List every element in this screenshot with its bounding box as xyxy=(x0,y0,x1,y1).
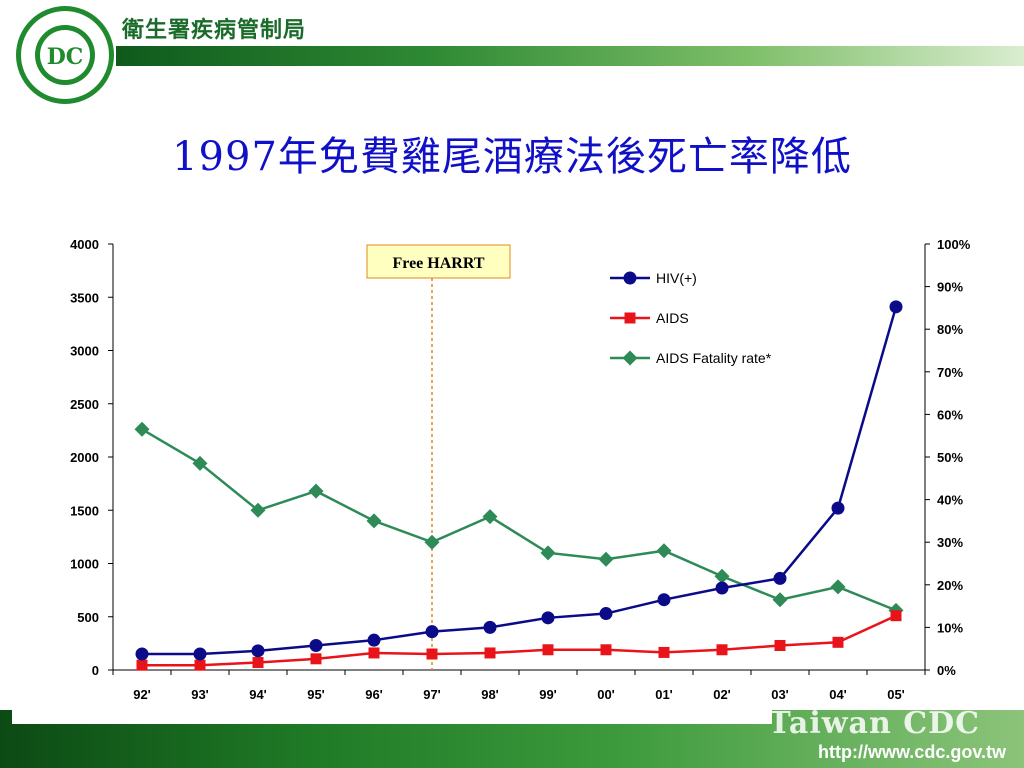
series-line-aids xyxy=(142,614,897,667)
data-point-hiv xyxy=(425,625,439,639)
data-point-aids xyxy=(832,636,844,648)
data-point-aids-fatality-rate xyxy=(308,483,324,499)
org-name: 衛生署疾病管制局 xyxy=(122,18,307,43)
y-tick-label-left: 2000 xyxy=(70,450,99,465)
x-tick-label: 04' xyxy=(829,687,847,702)
data-point-aids xyxy=(716,644,728,656)
legend-marker-aids xyxy=(624,312,636,324)
data-point-aids xyxy=(252,657,264,669)
x-tick-label: 00' xyxy=(597,687,615,702)
data-point-aids xyxy=(600,644,612,656)
footer-divider xyxy=(12,700,772,724)
y-tick-label-right: 70% xyxy=(937,365,963,380)
data-point-hiv xyxy=(773,571,787,585)
legend-label: AIDS Fatality rate* xyxy=(656,350,772,366)
x-tick-label: 99' xyxy=(539,687,557,702)
y-tick-label-right: 30% xyxy=(937,535,963,550)
x-tick-label: 98' xyxy=(481,687,499,702)
logo-monogram: DC xyxy=(47,44,84,70)
data-point-aids xyxy=(774,640,786,652)
y-tick-label-right: 20% xyxy=(937,578,963,593)
data-point-aids-fatality-rate xyxy=(192,455,208,471)
x-tick-label: 05' xyxy=(887,687,905,702)
y-tick-label-right: 60% xyxy=(937,407,963,422)
y-tick-label-left: 4000 xyxy=(70,237,99,252)
chart: 0 500 1000 1500 2000 2500 3000 3500 4000 0% 10% 20%… xyxy=(70,237,971,702)
y-tick-label-left: 3500 xyxy=(70,290,99,305)
y-tick-label-right: 40% xyxy=(937,493,963,508)
y-tick-label-right: 10% xyxy=(937,620,963,635)
series-line-aids-fatality-rate xyxy=(141,428,897,612)
x-tick-label: 01' xyxy=(655,687,673,702)
data-point-aids xyxy=(310,653,322,665)
y-tick-label-left: 500 xyxy=(77,610,99,625)
y-tick-label-left: 0 xyxy=(92,663,99,678)
data-point-hiv xyxy=(541,611,555,625)
annotation-label: Free HARRT xyxy=(392,255,484,272)
data-point-hiv xyxy=(251,644,265,658)
x-tick-label: 03' xyxy=(771,687,789,702)
data-point-aids xyxy=(542,644,554,656)
data-point-hiv xyxy=(309,639,323,653)
data-point-aids xyxy=(136,659,148,671)
data-point-aids xyxy=(426,648,438,660)
data-point-hiv xyxy=(599,607,613,621)
data-point-aids xyxy=(368,647,380,659)
y-tick-label-left: 1000 xyxy=(70,557,99,572)
x-tick-label: 93' xyxy=(191,687,209,702)
footer-url[interactable]: http://www.cdc.gov.tw xyxy=(818,742,1006,762)
y-tick-label-right: 100% xyxy=(937,237,971,252)
data-point-aids-fatality-rate xyxy=(482,509,498,525)
data-point-aids-fatality-rate xyxy=(714,568,730,584)
y-tick-label-left: 3000 xyxy=(70,344,99,359)
legend-marker-hiv xyxy=(623,271,637,285)
data-point-hiv xyxy=(135,647,149,661)
cdc-logo: Center for Disease Control DC xyxy=(16,6,114,104)
data-point-hiv xyxy=(367,633,381,647)
data-point-hiv xyxy=(483,620,497,634)
data-point-aids-fatality-rate xyxy=(366,513,382,529)
data-point-aids-fatality-rate xyxy=(424,534,440,550)
data-point-hiv xyxy=(715,581,729,595)
data-point-aids-fatality-rate xyxy=(540,545,556,561)
data-point-aids xyxy=(194,659,206,671)
data-point-hiv xyxy=(889,300,903,314)
y-tick-label-right: 90% xyxy=(937,280,963,295)
data-point-hiv xyxy=(193,647,207,661)
y-tick-label-left: 2500 xyxy=(70,397,99,412)
series-line-hiv xyxy=(142,306,898,656)
data-point-aids-fatality-rate xyxy=(598,551,614,567)
header-bar xyxy=(116,46,1024,66)
data-point-aids-fatality-rate xyxy=(250,502,266,518)
x-tick-label: 92' xyxy=(133,687,151,702)
legend-label: AIDS xyxy=(656,310,689,326)
x-tick-label: 02' xyxy=(713,687,731,702)
x-tick-label: 95' xyxy=(307,687,325,702)
x-tick-label: 94' xyxy=(249,687,267,702)
annotation-box xyxy=(366,244,511,279)
data-point-aids-fatality-rate xyxy=(134,421,150,437)
data-point-aids xyxy=(658,646,670,658)
data-point-aids xyxy=(890,610,902,622)
legend-marker-aids-fatality-rate xyxy=(622,350,638,366)
data-point-aids-fatality-rate xyxy=(656,543,672,559)
data-point-aids-fatality-rate xyxy=(830,579,846,595)
y-tick-label-right: 80% xyxy=(937,322,963,337)
data-point-aids-fatality-rate xyxy=(772,592,788,608)
data-point-hiv xyxy=(657,593,671,607)
slide-title: 1997年免費雞尾酒療法後死亡率降低 xyxy=(172,134,852,180)
footer-brand: Taiwan CDC xyxy=(768,706,980,741)
legend-label: HIV(+) xyxy=(656,270,697,286)
data-point-hiv xyxy=(831,501,845,515)
y-tick-label-right: 50% xyxy=(937,450,963,465)
x-tick-label: 96' xyxy=(365,687,383,702)
data-point-aids xyxy=(484,647,496,659)
y-tick-label-right: 0% xyxy=(937,663,956,678)
y-tick-label-left: 1500 xyxy=(70,503,99,518)
x-tick-label: 97' xyxy=(423,687,441,702)
